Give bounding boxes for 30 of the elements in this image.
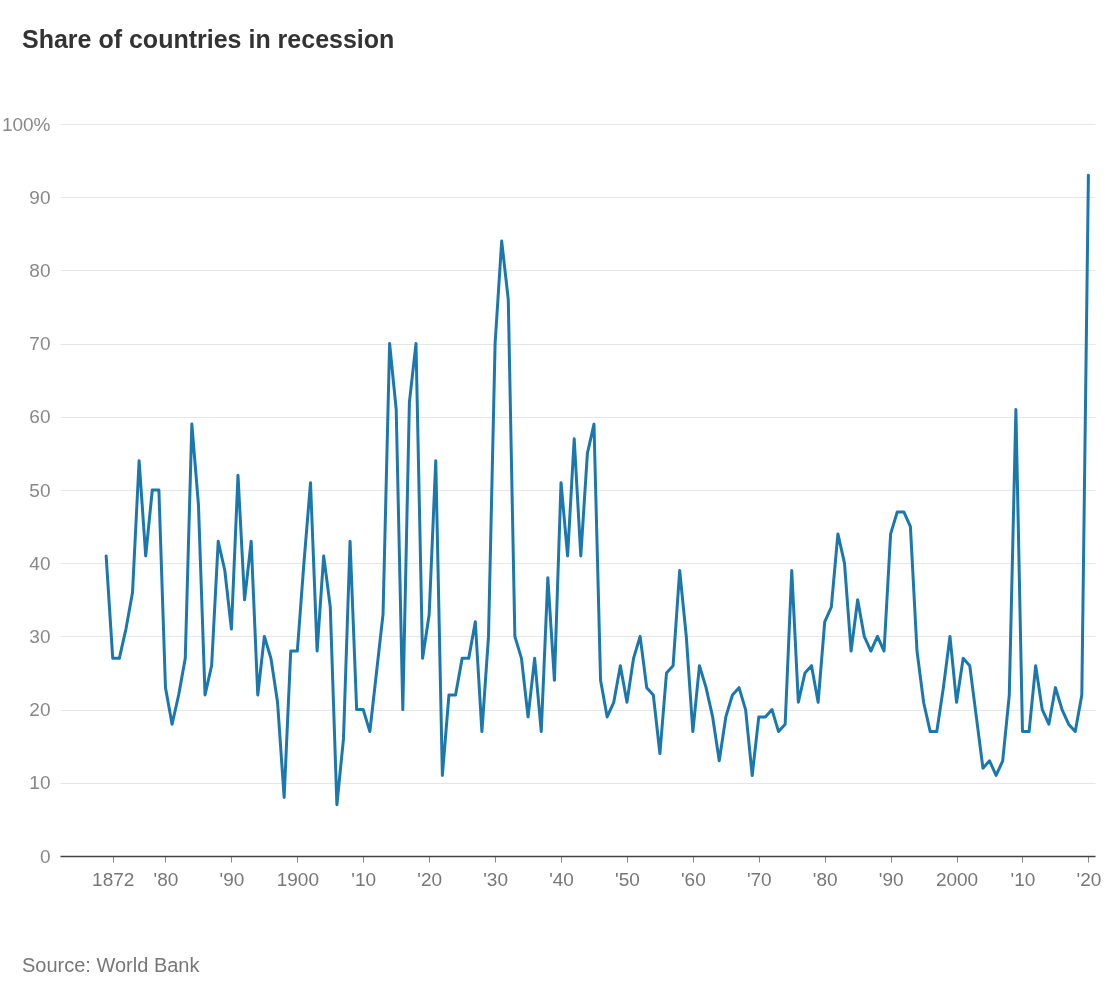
x-tick-label: '50 — [615, 868, 640, 890]
x-tick-label: '80 — [153, 868, 179, 890]
y-tick-label: 20 — [29, 699, 51, 721]
x-tick-label: '30 — [483, 868, 508, 890]
x-tick-label: '90 — [878, 868, 904, 890]
y-tick-label: 40 — [29, 552, 51, 574]
y-tick-label: 100% — [1, 113, 51, 135]
y-tick-label: 70 — [29, 333, 51, 355]
y-tick-label: 80 — [29, 259, 51, 281]
x-tick-label: '40 — [549, 868, 574, 890]
x-tick-label: 1900 — [276, 868, 319, 890]
x-tick-label: '10 — [1010, 868, 1036, 890]
y-tick-label: 90 — [29, 186, 51, 208]
x-tick-label: 2000 — [935, 868, 979, 890]
y-tick-label: 10 — [29, 772, 51, 794]
y-tick-label: 50 — [29, 479, 51, 501]
chart-title: Share of countries in recession — [22, 25, 395, 53]
source-note: Source: World Bank — [22, 954, 201, 976]
x-tick-label: '10 — [351, 868, 377, 890]
x-tick-label: '20 — [1076, 868, 1102, 890]
y-tick-label: 0 — [39, 845, 51, 867]
y-tick-label: 60 — [29, 406, 51, 428]
x-tick-label: '60 — [680, 868, 706, 890]
x-tick-label: '80 — [812, 868, 838, 890]
y-tick-label: 30 — [29, 625, 51, 647]
x-tick-label: '70 — [746, 868, 772, 890]
x-tick-label: 1872 — [92, 868, 135, 890]
x-tick-label: '20 — [417, 868, 443, 890]
line-series — [104, 173, 1090, 807]
x-tick-label: '90 — [219, 868, 245, 890]
